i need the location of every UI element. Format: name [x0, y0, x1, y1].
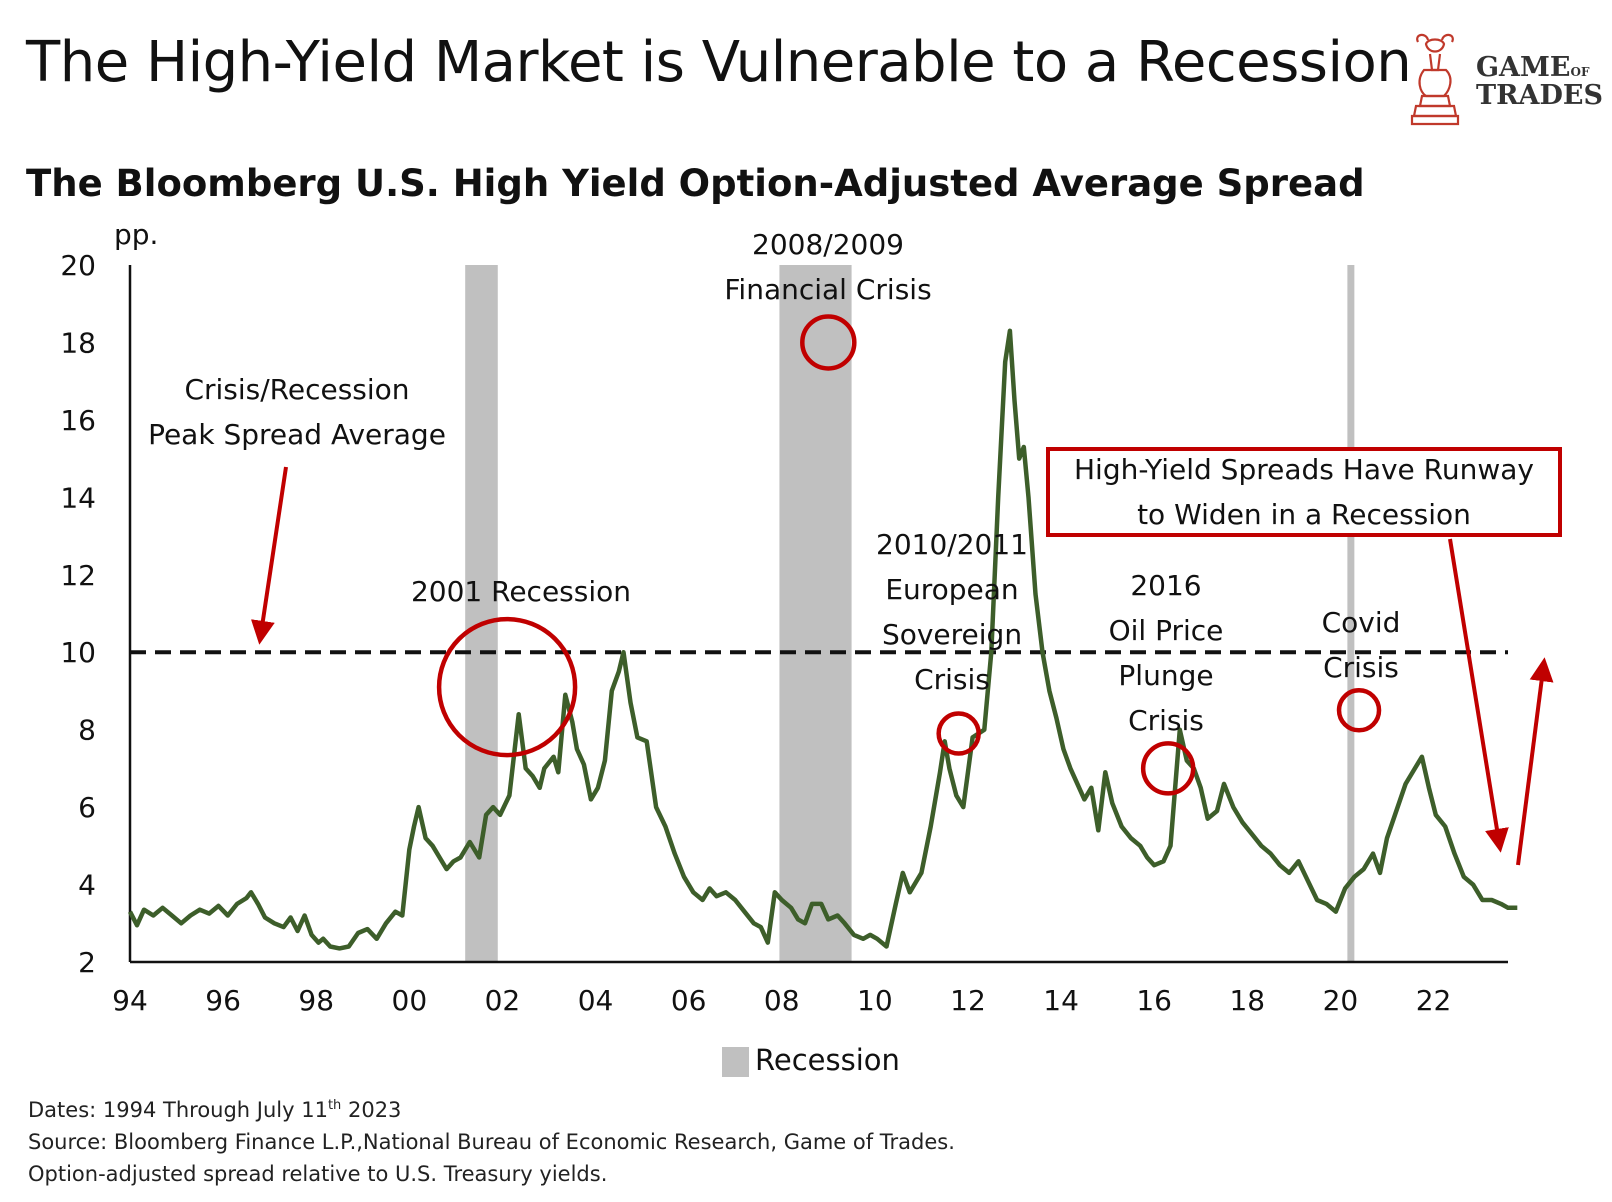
runway-callout-line1: High-Yield Spreads Have Runway — [1074, 453, 1534, 486]
x-tick-label: 10 — [857, 984, 893, 1017]
y-tick-label: 2 — [78, 946, 96, 979]
annotation-2001-recession: 2001 Recession — [411, 575, 631, 608]
legend-recession-swatch — [722, 1047, 749, 1077]
highlight-circle-4 — [1336, 688, 1382, 733]
x-tick-label: 22 — [1416, 984, 1452, 1017]
annotation-peak-average-line1: Crisis/Recession — [184, 373, 409, 406]
y-tick-label: 10 — [60, 636, 96, 669]
annotation-peak-average-line2: Peak Spread Average — [148, 418, 446, 451]
annotation-covid-line1: Covid — [1322, 606, 1401, 639]
y-tick-label: 4 — [78, 869, 96, 902]
y-tick-label: 14 — [60, 481, 96, 514]
x-tick-label: 20 — [1323, 984, 1359, 1017]
y-tick-label: 18 — [60, 326, 96, 359]
chart-title: The Bloomberg U.S. High Yield Option-Adj… — [26, 162, 1365, 205]
high-yield-spread-line — [128, 328, 1518, 951]
y-tick-label: 6 — [78, 791, 96, 824]
arrow-to-peak-average — [250, 466, 288, 645]
x-tick-label: 12 — [950, 984, 986, 1017]
logo-text-trades: TRADES — [1476, 80, 1603, 111]
logo-text-game: GAMEOF — [1476, 52, 1590, 83]
y-tick-label: 8 — [78, 714, 96, 747]
highlight-circle-2 — [936, 711, 981, 756]
annotation-financial-crisis-line1: 2008/2009 — [752, 228, 904, 261]
highlight-circle-0 — [436, 616, 578, 758]
y-axis-unit-label: pp. — [114, 218, 158, 251]
highlight-circle-1 — [800, 314, 857, 371]
x-tick-label: 02 — [485, 984, 521, 1017]
x-tick-label: 00 — [392, 984, 428, 1017]
recession-band-2 — [1347, 265, 1355, 962]
annotation-oil-line3: Plunge — [1118, 659, 1213, 692]
arrow-widening-up — [1516, 657, 1554, 866]
annotation-oil-line2: Oil Price — [1109, 614, 1224, 647]
x-tick-label: 94 — [112, 984, 148, 1017]
x-tick-label: 08 — [764, 984, 800, 1017]
y-tick-label: 20 — [60, 249, 96, 282]
x-tick-label: 14 — [1043, 984, 1079, 1017]
annotation-financial-crisis-line2: Financial Crisis — [724, 273, 931, 306]
y-tick-label: 12 — [60, 559, 96, 592]
x-tick-label: 06 — [671, 984, 707, 1017]
page-title: The High-Yield Market is Vulnerable to a… — [26, 30, 1412, 95]
highlight-circle-3 — [1140, 741, 1196, 796]
runway-callout-box — [1046, 447, 1562, 537]
x-tick-label: 18 — [1229, 984, 1265, 1017]
annotation-oil-line4: Crisis — [1128, 704, 1204, 737]
legend-recession-label: Recession — [755, 1043, 900, 1077]
recession-band-1 — [779, 265, 852, 962]
x-tick-label: 16 — [1136, 984, 1172, 1017]
annotation-european-line3: Sovereign — [882, 618, 1022, 651]
x-tick-label: 96 — [205, 984, 241, 1017]
annotation-european-line1: 2010/2011 — [876, 528, 1028, 561]
x-tick-label: 04 — [578, 984, 614, 1017]
footnote-dates: Dates: 1994 Through July 11th 2023 — [28, 1098, 402, 1122]
runway-callout-line2: to Widen in a Recession — [1137, 498, 1471, 531]
annotation-covid-line2: Crisis — [1323, 651, 1399, 684]
x-tick-label: 98 — [298, 984, 334, 1017]
footnotes: Dates: 1994 Through July 11th 2023 Sourc… — [28, 1090, 955, 1190]
annotation-european-line2: European — [885, 573, 1018, 606]
game-of-trades-logo-icon — [1410, 33, 1460, 126]
footnote-source: Source: Bloomberg Finance L.P.,National … — [28, 1130, 955, 1154]
footnote-note: Option-adjusted spread relative to U.S. … — [28, 1162, 608, 1186]
y-tick-label: 16 — [60, 404, 96, 437]
spread-chart: 2 4 6 8 10 12 14 16 18 20 94 96 98 00 02 04 06 08 10 12 14 1… — [60, 218, 1562, 1077]
arrow-to-current-spread — [1448, 538, 1509, 853]
annotation-oil-line1: 2016 — [1130, 569, 1201, 602]
annotation-european-line4: Crisis — [914, 663, 990, 696]
